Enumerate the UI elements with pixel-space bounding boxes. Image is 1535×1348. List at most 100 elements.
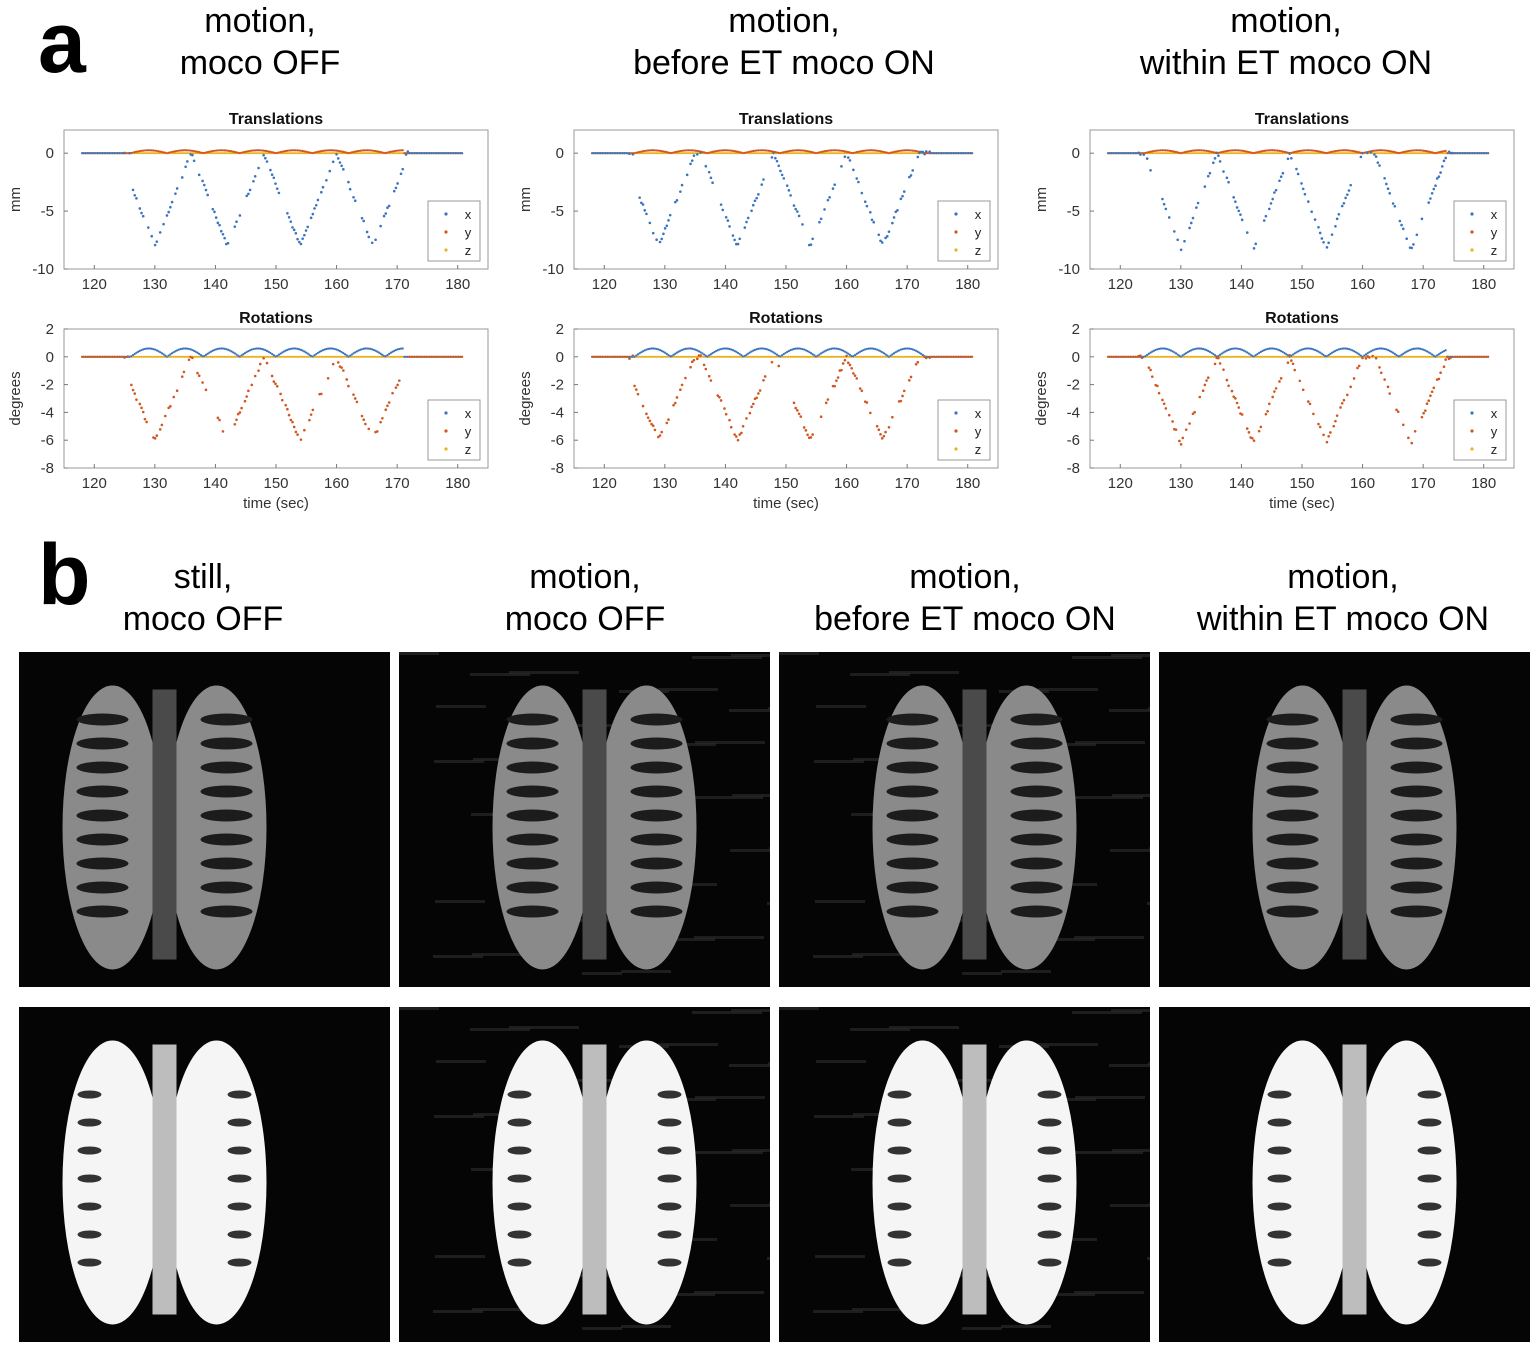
data-point-z: [142, 355, 145, 358]
data-point-z: [1339, 355, 1342, 358]
data-point-z: [172, 355, 175, 358]
x-axis-label: time (sec): [1269, 495, 1335, 512]
data-point-y: [1235, 149, 1239, 152]
data-point-z: [882, 355, 885, 358]
data-point-x: [221, 347, 225, 350]
data-point-x: [655, 347, 658, 351]
data-point-y: [860, 149, 863, 153]
data-point-z: [835, 152, 838, 155]
data-point-x: [731, 349, 735, 352]
data-point-y: [835, 149, 838, 152]
data-point-z: [204, 355, 208, 358]
data-point-x: [1283, 351, 1286, 355]
data-point-z: [245, 355, 248, 358]
data-point-x: [1330, 233, 1334, 236]
data-point-y: [818, 151, 821, 154]
data-point-z: [1198, 355, 1201, 358]
data-point-x: [180, 176, 184, 179]
data-point-y: [176, 149, 179, 153]
data-point-x: [1456, 152, 1459, 155]
data-point-z: [1347, 355, 1351, 358]
data-point-z: [860, 355, 863, 358]
data-point-x: [362, 347, 365, 350]
data-point-x: [281, 351, 284, 354]
data-point-y: [696, 357, 699, 361]
data-point-y: [1185, 150, 1188, 153]
data-point-y: [714, 150, 718, 153]
data-point-y: [143, 417, 147, 421]
data-point-z: [662, 152, 665, 155]
data-point-x: [604, 152, 607, 155]
data-point-z: [372, 152, 375, 155]
data-point-y: [242, 151, 245, 154]
data-point-x: [641, 350, 645, 353]
y-tick-label: -2: [1067, 377, 1080, 394]
data-point-z: [1415, 355, 1418, 358]
data-point-z: [791, 355, 794, 358]
data-point-y: [1188, 150, 1191, 153]
data-point-y: [814, 152, 818, 155]
data-point-x: [174, 350, 177, 353]
data-point-z: [1242, 152, 1245, 155]
legend-marker-z: [1470, 447, 1474, 451]
data-point-y: [430, 355, 433, 358]
data-point-x: [238, 214, 242, 217]
data-point-x: [736, 242, 740, 246]
data-point-x: [1393, 204, 1397, 208]
data-point-x: [1152, 349, 1156, 352]
data-point-x: [782, 177, 786, 180]
data-point-z: [667, 355, 670, 358]
data-point-x: [1139, 153, 1142, 156]
data-point-x: [730, 348, 733, 351]
data-point-y: [1246, 150, 1249, 153]
data-point-z: [326, 355, 330, 358]
y-tick-label: -10: [1058, 261, 1080, 278]
data-point-x: [863, 200, 867, 203]
data-point-x: [1142, 355, 1145, 358]
data-point-y: [804, 429, 808, 432]
data-point-z: [401, 152, 404, 155]
data-point-x: [882, 352, 885, 355]
data-point-x: [884, 353, 887, 356]
data-point-y: [1317, 422, 1320, 426]
data-point-x: [675, 199, 679, 202]
data-point-y: [667, 151, 670, 154]
data-point-z: [1273, 152, 1276, 155]
data-point-y: [381, 151, 384, 154]
data-point-z: [874, 152, 877, 155]
data-point-x: [697, 350, 701, 353]
data-point-z: [1402, 355, 1405, 358]
data-point-z: [833, 355, 836, 358]
data-point-z: [867, 152, 870, 155]
data-point-y: [1169, 149, 1173, 153]
data-point-x: [1444, 156, 1447, 160]
data-point-z: [138, 152, 141, 155]
data-point-y: [197, 374, 201, 377]
data-point-y: [675, 396, 679, 399]
data-point-x: [1183, 353, 1186, 356]
data-point-z: [662, 355, 665, 358]
data-point-y: [1329, 431, 1332, 434]
data-point-z: [860, 152, 863, 155]
data-point-z: [396, 152, 399, 155]
data-point-z: [1205, 152, 1208, 155]
data-point-y: [125, 152, 128, 155]
data-point-x: [628, 355, 631, 358]
data-point-y: [230, 150, 233, 153]
data-point-x: [745, 220, 748, 224]
data-point-x: [202, 183, 206, 187]
y-tick-label: -4: [41, 404, 54, 421]
data-point-x: [252, 179, 255, 183]
data-point-x: [1203, 348, 1206, 351]
data-point-x: [1320, 237, 1324, 240]
data-point-z: [821, 355, 824, 358]
data-point-z: [758, 152, 762, 155]
data-point-x: [123, 151, 126, 155]
data-point-x: [1112, 152, 1115, 155]
data-point-x: [785, 184, 789, 187]
data-point-y: [145, 149, 148, 152]
data-point-z: [1183, 355, 1186, 358]
data-point-x: [1435, 177, 1439, 180]
data-point-z: [1151, 152, 1154, 155]
